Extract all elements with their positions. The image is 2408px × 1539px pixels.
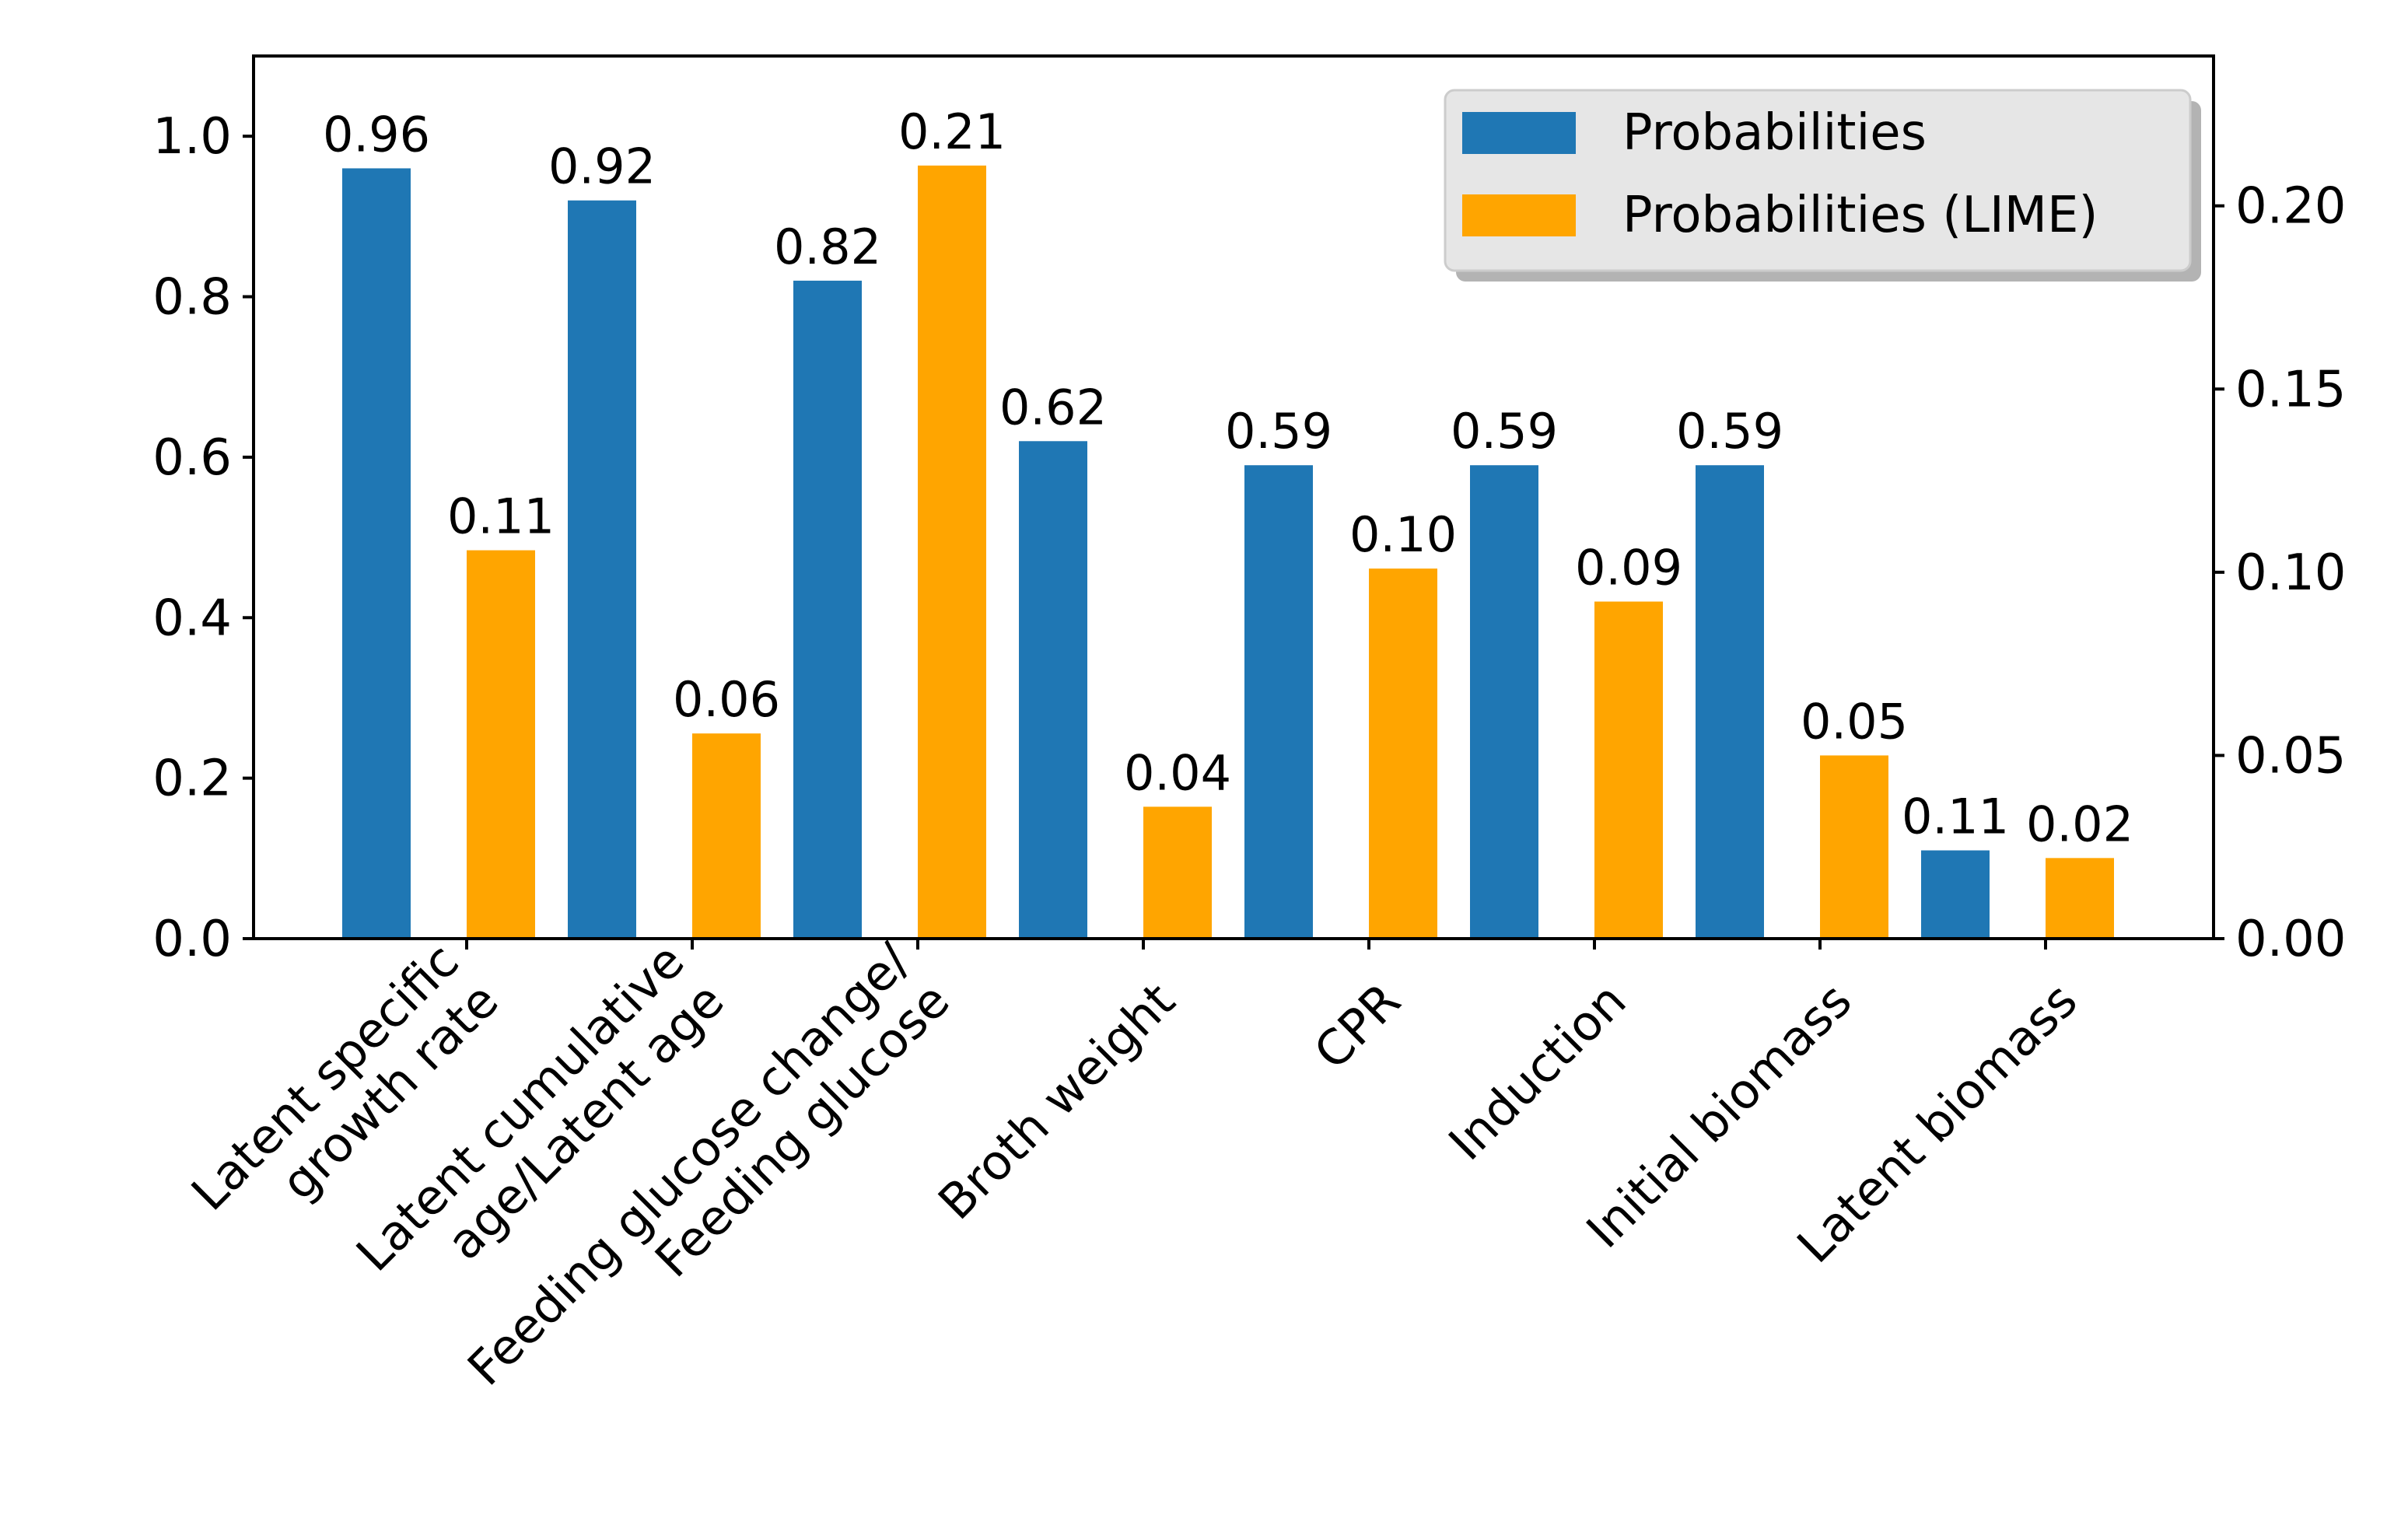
x-tick-label-line: Broth weight — [927, 972, 1185, 1230]
left-y-tick-label: 0.0 — [152, 911, 232, 968]
x-tick-label-line: CPR — [1303, 972, 1411, 1080]
probability-bar — [568, 200, 636, 939]
lime-bar — [1143, 806, 1212, 939]
legend-label-probabilities-lime: Probabilities (LIME) — [1622, 187, 2098, 244]
lime-bar — [2046, 858, 2114, 939]
legend-swatch-probabilities — [1462, 112, 1576, 154]
probability-bar — [1470, 465, 1538, 939]
probability-value-label: 0.59 — [1451, 403, 1558, 460]
bars-layer — [342, 165, 2114, 939]
lime-bar — [918, 165, 986, 939]
legend-box — [1444, 89, 2192, 272]
lime-bar — [692, 733, 761, 939]
lime-value-label: 0.02 — [2026, 796, 2133, 852]
probability-bar — [1019, 441, 1087, 939]
probability-value-label: 0.92 — [548, 138, 656, 195]
probability-bar — [342, 168, 411, 939]
legend-swatch-probabilities-lime — [1462, 194, 1576, 236]
right-y-tick-label: 0.15 — [2235, 361, 2347, 418]
plot-frame — [252, 54, 2215, 940]
lime-bar — [467, 550, 535, 939]
left-y-tick-label: 0.8 — [152, 269, 232, 327]
probability-value-label: 0.59 — [1225, 403, 1332, 460]
x-tick-label-line: Induction — [1438, 972, 1637, 1171]
probability-bar — [793, 280, 862, 939]
x-tick-label: Broth weight — [927, 972, 1185, 1230]
probability-bar — [1696, 465, 1764, 939]
probability-bar — [1244, 465, 1313, 939]
left-y-tick-label: 0.6 — [152, 429, 232, 487]
lime-value-label: 0.10 — [1349, 506, 1457, 563]
right-y-tick-label: 0.20 — [2235, 178, 2347, 236]
lime-bar — [1594, 601, 1663, 939]
x-tick-label: CPR — [1303, 972, 1411, 1080]
lime-value-label: 0.11 — [447, 488, 555, 545]
right-y-axis: 0.00 0.05 0.10 0.15 0.20 — [2214, 178, 2347, 968]
right-y-tick-label: 0.00 — [2235, 911, 2347, 968]
lime-value-label: 0.06 — [673, 671, 780, 728]
probability-value-label: 0.96 — [323, 106, 430, 163]
probability-value-label: 0.62 — [999, 379, 1107, 435]
left-y-tick-label: 0.4 — [152, 589, 232, 647]
legend: Probabilities Probabilities (LIME) — [1444, 89, 2201, 282]
left-y-axis: 0.0 0.2 0.4 0.6 0.8 1.0 — [152, 108, 254, 968]
legend-label-probabilities: Probabilities — [1622, 104, 1927, 162]
left-y-tick-label: 1.0 — [152, 108, 232, 166]
left-y-tick-label: 0.2 — [152, 750, 232, 808]
right-y-tick-label: 0.05 — [2235, 727, 2347, 785]
lime-value-label: 0.05 — [1801, 693, 1908, 750]
probability-value-label: 0.11 — [1902, 789, 2009, 845]
lime-value-label: 0.04 — [1124, 744, 1231, 801]
lime-value-label: 0.09 — [1575, 540, 1682, 596]
probability-value-label: 0.59 — [1676, 403, 1783, 460]
x-tick-label: Induction — [1438, 972, 1637, 1171]
data-labels-layer: 0.96 0.92 0.82 0.62 0.59 0.59 0.59 0.11 0.11 0.06… — [323, 103, 2133, 852]
lime-value-label: 0.21 — [898, 103, 1006, 160]
lime-bar — [1369, 568, 1437, 939]
right-y-tick-label: 0.10 — [2235, 544, 2347, 602]
probability-bar — [1921, 850, 1990, 939]
probability-value-label: 0.82 — [774, 219, 881, 275]
lime-bar — [1820, 755, 1888, 939]
